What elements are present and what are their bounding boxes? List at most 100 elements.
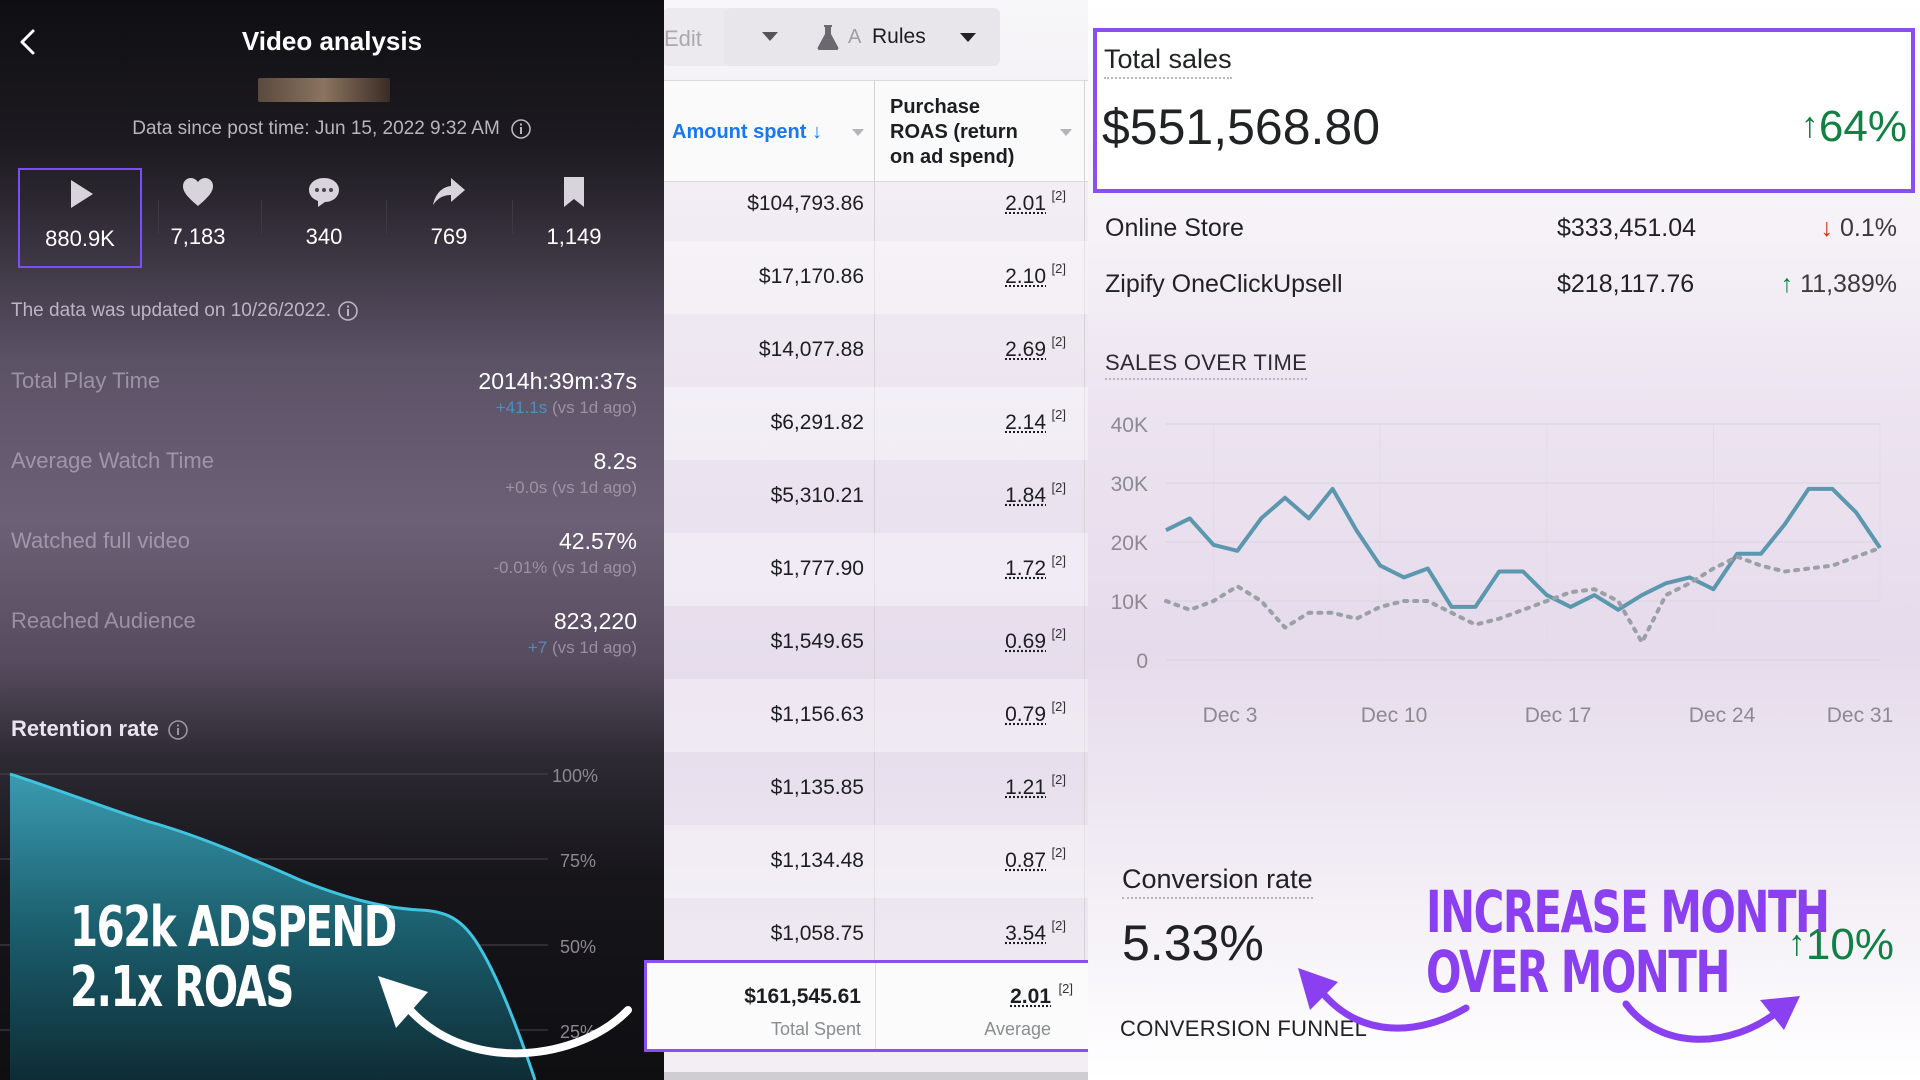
channel-change-value: 0.1%: [1840, 214, 1897, 242]
table-row[interactable]: $14,077.88 2.69 [2]: [664, 314, 1088, 387]
conversion-rate-change-value: 10%: [1805, 920, 1894, 969]
roas-cell: 1.21: [1005, 776, 1046, 799]
table-header: Amount spent ↓ Purchase ROAS (return on …: [664, 80, 1088, 182]
stat-shares[interactable]: 769: [387, 168, 511, 268]
column-header-amount-spent[interactable]: Amount spent ↓: [672, 121, 822, 144]
y-tick-label: 10K: [1111, 591, 1148, 614]
column-header-purchase-roas[interactable]: Purchase ROAS (return on ad spend): [890, 96, 1018, 168]
metric-reached-audience: Reached Audience 823,220 +7 (vs 1d ago): [11, 608, 637, 678]
table-row[interactable]: $1,058.75 3.54 [2]: [664, 898, 1088, 971]
roas-footnote: [2]: [1051, 334, 1066, 349]
amount-cell: $1,156.63: [770, 703, 864, 726]
channel-row-online-store: Online Store $333,451.04 ↓ 0.1%: [1105, 214, 1905, 254]
channel-row-zipify: Zipify OneClickUpsell $218,117.76 ↑ 11,3…: [1105, 270, 1905, 310]
roas-cell: 0.69: [1005, 630, 1046, 653]
metric-average-watch-time: Average Watch Time 8.2s +0.0s (vs 1d ago…: [11, 448, 637, 518]
retention-line: [9, 772, 537, 1080]
info-icon[interactable]: [167, 719, 189, 741]
roas-cell: 1.72: [1005, 557, 1046, 580]
metric-label: Average Watch Time: [11, 448, 214, 473]
play-icon: [71, 180, 93, 208]
stat-shares-value: 769: [430, 224, 468, 249]
caret-down-icon: [762, 32, 778, 41]
metric-label: Total Play Time: [11, 368, 161, 393]
ads-manager-panel: Edit A Rules Amount spent ↓ Purchase ROA…: [664, 0, 1088, 1080]
metric-label: Watched full video: [11, 528, 190, 553]
channel-value: $218,117.76: [1557, 270, 1695, 298]
divider: [11, 688, 637, 690]
table-row[interactable]: $6,291.82 2.14 [2]: [664, 387, 1088, 460]
table-row[interactable]: $104,793.86 2.01 [2]: [664, 168, 1088, 241]
info-icon[interactable]: [510, 118, 532, 140]
stat-likes[interactable]: 7,183: [136, 168, 260, 268]
horizontal-scrollbar[interactable]: [664, 1072, 1088, 1080]
caret-down-icon[interactable]: [852, 129, 864, 136]
total-sales-change-value: 64%: [1818, 102, 1907, 151]
table-row[interactable]: $1,777.90 1.72 [2]: [664, 533, 1088, 606]
retention-chart: 100% 75% 50% 25%: [0, 766, 632, 1080]
edit-button[interactable]: Edit: [664, 8, 730, 66]
roas-cell: 0.87: [1005, 849, 1046, 872]
back-arrow-icon[interactable]: [12, 26, 44, 58]
stat-views[interactable]: 880.9K: [18, 168, 142, 268]
roas-cell: 1.84: [1005, 484, 1046, 507]
caret-down-icon[interactable]: [1060, 129, 1072, 136]
roas-footnote: [2]: [1058, 981, 1073, 996]
metric-delta: -0.01% (vs 1d ago): [493, 558, 637, 578]
conversion-funnel-title[interactable]: CONVERSION FUNNEL: [1120, 1016, 1368, 1041]
stat-saves[interactable]: 1,149: [512, 168, 636, 268]
rules-dropdown-button[interactable]: A Rules: [798, 8, 1000, 66]
amount-cell: $14,077.88: [758, 338, 864, 361]
table-row[interactable]: $5,310.21 1.84 [2]: [664, 460, 1088, 533]
amount-cell: $5,310.21: [770, 484, 864, 507]
roas-footnote: [2]: [1051, 845, 1066, 860]
roas-cell: 2.01: [1005, 192, 1046, 215]
roas-footnote: [2]: [1051, 699, 1066, 714]
caret-down-icon: [960, 33, 976, 42]
callout-line1: INCREASE MONTH: [1426, 878, 1830, 946]
amount-cell: $104,793.86: [747, 192, 864, 215]
sort-down-arrow-icon: ↓: [806, 121, 822, 143]
table-row[interactable]: $1,549.65 0.69 [2]: [664, 606, 1088, 679]
x-tick-label: Dec 17: [1525, 704, 1592, 727]
callout-line2: OVER MONTH: [1426, 938, 1730, 1006]
total-sales-title[interactable]: Total sales: [1104, 44, 1232, 79]
conversion-rate-title[interactable]: Conversion rate: [1122, 864, 1313, 899]
increase-callout: INCREASE MONTH OVER MONTH: [1426, 878, 1830, 1006]
channel-change: ↓ 0.1%: [1821, 214, 1897, 243]
metric-delta-note: +0.0s (vs 1d ago): [505, 478, 637, 497]
y-tick-label: 20K: [1111, 532, 1148, 555]
retention-title-label: Retention rate: [11, 716, 159, 741]
info-icon[interactable]: [337, 300, 359, 322]
roas-cell: 2.14: [1005, 411, 1046, 434]
updated-label: The data was updated on 10/26/2022.: [11, 300, 332, 322]
table-row[interactable]: $1,135.85 1.21 [2]: [664, 752, 1088, 825]
table-row[interactable]: $1,134.48 0.87 [2]: [664, 825, 1088, 898]
conversion-rate-value: 5.33%: [1122, 915, 1264, 971]
sales-over-time-title[interactable]: SALES OVER TIME: [1105, 350, 1308, 380]
metric-delta-note: (vs 1d ago): [547, 398, 637, 417]
conversion-rate-change: ↑10%: [1788, 920, 1894, 970]
y-tick-label: 0: [1136, 650, 1148, 673]
comment-icon: [309, 178, 339, 207]
roas-footnote: [2]: [1051, 772, 1066, 787]
table-row[interactable]: $1,156.63 0.79 [2]: [664, 679, 1088, 752]
arrow-down-icon: ↓: [1820, 214, 1841, 242]
amount-cell: $1,549.65: [770, 630, 864, 653]
table-row[interactable]: $17,170.86 2.10 [2]: [664, 241, 1088, 314]
video-thumbnail[interactable]: [258, 78, 390, 102]
heart-icon: [183, 178, 213, 206]
column-divider: [874, 80, 875, 960]
channel-change-value: 11,389%: [1800, 270, 1897, 298]
stat-comments[interactable]: 340: [262, 168, 386, 268]
roas-cell: 0.79: [1005, 703, 1046, 726]
metric-total-play-time: Total Play Time 2014h:39m:37s +41.1s (vs…: [11, 368, 637, 438]
metric-delta-value: +7: [527, 638, 548, 657]
callout-arrows: [1298, 968, 1800, 1043]
adspend-overlay-line1: 162k ADSPEND: [70, 895, 397, 960]
arrow-up-icon: ↑: [1780, 270, 1801, 298]
metric-delta-value: +41.1s: [495, 398, 548, 417]
bookmark-icon: [564, 177, 584, 207]
y-tick-label: 30K: [1111, 473, 1148, 496]
x-tick-label: Dec 3: [1203, 704, 1258, 727]
